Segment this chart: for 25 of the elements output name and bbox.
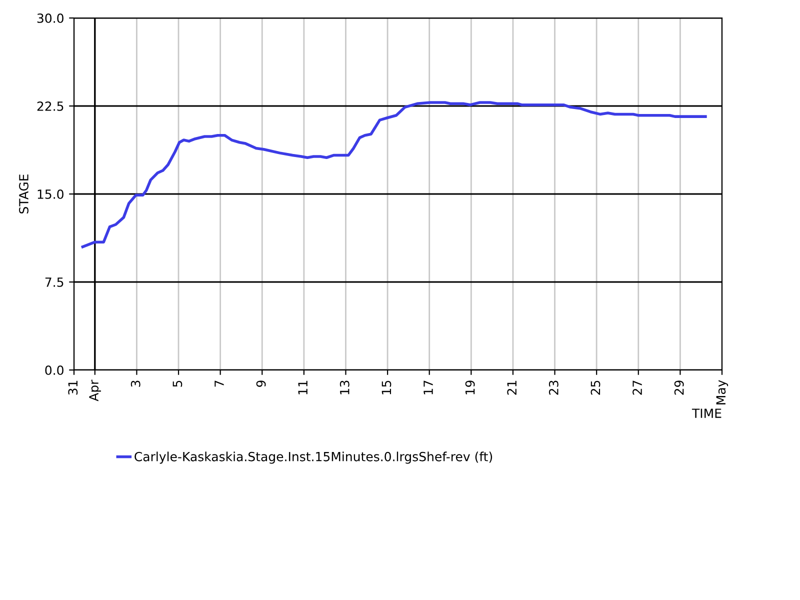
x-tick-label: 23: [548, 380, 558, 395]
x-tick-label: 15: [382, 380, 392, 394]
x-tick-label: 21: [507, 380, 516, 395]
x-tick-label: 25: [590, 380, 600, 395]
x-tick-label: 13: [340, 380, 350, 394]
x-tick-label: 7: [214, 380, 224, 387]
x-tick-label: 3: [130, 380, 140, 387]
x-tick-label: 11: [298, 380, 308, 394]
legend-label: Carlyle-Kaskaskia.Stage.Inst.15Minutes.0.lrgsShef-rev (ft): [134, 452, 492, 464]
x-tick-label: 29: [674, 380, 684, 395]
y-tick-label: 30.0: [37, 13, 64, 23]
x-tick-label: 27: [632, 380, 642, 395]
x-axis-title: TIME: [692, 408, 722, 418]
y-axis-title: STAGE: [19, 174, 28, 214]
y-tick-label: 22.5: [37, 101, 64, 111]
x-tick-label: 19: [465, 380, 475, 394]
x-tick-label: 9: [256, 380, 266, 387]
y-tick-label: 7.5: [45, 278, 64, 287]
x-tick-label: 5: [172, 380, 182, 387]
x-tick-label: Apr: [89, 380, 101, 402]
y-tick-label: 15.0: [38, 189, 64, 199]
x-tick-label: May: [716, 380, 728, 404]
x-tick-label: 31: [68, 380, 78, 395]
y-tick-label: 0.0: [45, 365, 64, 375]
x-tick-label: 17: [424, 380, 433, 394]
